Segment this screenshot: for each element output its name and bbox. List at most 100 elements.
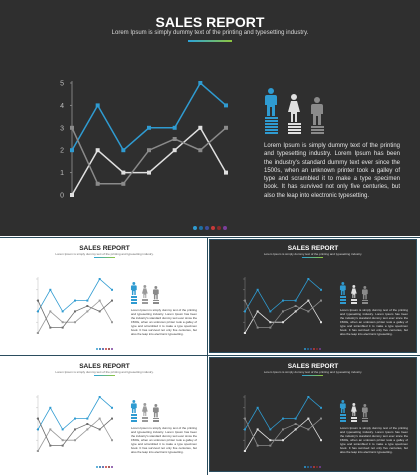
male-figure-icon <box>263 88 279 116</box>
series-line-0 <box>244 278 322 313</box>
data-point <box>244 332 246 334</box>
data-point <box>86 417 89 420</box>
y-tick-label: 2 <box>60 148 64 155</box>
data-point <box>86 305 89 307</box>
data-point <box>282 310 284 313</box>
data-point <box>256 428 259 431</box>
data-point <box>294 310 297 313</box>
figure-column <box>130 399 138 422</box>
male-figure-icon <box>361 404 369 418</box>
nav-dot <box>217 226 221 230</box>
data-point <box>282 439 284 442</box>
nav-dot <box>205 226 209 230</box>
sales-line-chart: 0 1 2 3 4 5 <box>60 80 228 199</box>
data-point <box>111 439 113 442</box>
stack-bar <box>152 419 160 421</box>
stack-bar <box>130 303 137 304</box>
title-gradient-bar <box>302 257 323 258</box>
nav-dot <box>102 348 104 350</box>
sales-line-chart <box>243 277 322 334</box>
data-point <box>49 428 52 431</box>
nav-dot <box>99 466 101 468</box>
stack-bar <box>310 132 324 134</box>
title-gradient-bar <box>188 40 232 42</box>
slide-subtitle: Lorem Ipsum is simply dummy text of the … <box>55 252 154 256</box>
nav-dot <box>108 348 110 350</box>
data-point <box>282 428 284 431</box>
male-figure-icon <box>339 399 347 413</box>
sales-line-chart <box>243 395 322 452</box>
stack-bar <box>350 421 357 422</box>
stack-bar <box>350 300 357 301</box>
figure-column <box>141 402 149 422</box>
data-point <box>307 278 310 280</box>
stack-bar <box>350 298 357 300</box>
data-point <box>320 299 322 302</box>
thumbnail-slide-dark-2[interactable]: SALES REPORT Lorem Ipsum is simply dummy… <box>209 357 417 472</box>
data-point <box>95 103 100 108</box>
slide-subtitle: Lorem Ipsum is simply dummy text of the … <box>263 252 363 256</box>
data-point <box>294 423 297 425</box>
thumbnail-slide-light-1[interactable]: SALES REPORT Lorem Ipsum is simply dummy… <box>3 239 206 353</box>
nav-dot <box>108 466 110 468</box>
data-point <box>111 406 113 409</box>
title-gradient-bar <box>94 257 115 258</box>
nav-dot <box>111 466 113 468</box>
data-point <box>282 417 284 420</box>
data-point <box>224 125 228 130</box>
data-point <box>307 396 310 398</box>
data-point <box>269 444 272 447</box>
people-figures-group <box>130 272 160 304</box>
data-point <box>294 299 297 302</box>
people-figures-group <box>339 272 369 304</box>
stack-bar <box>141 303 148 304</box>
series-line-1 <box>71 126 227 196</box>
stack-bar <box>339 297 346 298</box>
stack-bar <box>350 419 357 421</box>
nav-dot <box>313 348 315 350</box>
series-line-0 <box>71 81 227 152</box>
slide-subtitle: Lorem Ipsum is simply dummy text of the … <box>55 370 154 374</box>
series-line-1 <box>244 299 322 334</box>
stack-bar <box>350 303 357 304</box>
stack-bar <box>130 300 137 301</box>
main-slide-preview[interactable]: SALES REPORT Lorem Ipsum is simply dummy… <box>0 0 420 236</box>
y-tick-label: 4 <box>60 103 64 110</box>
data-point <box>98 417 101 420</box>
data-point <box>37 332 39 334</box>
male-figure-icon <box>130 399 138 413</box>
stack-bar <box>141 301 148 303</box>
data-point <box>74 310 76 313</box>
stack-bar <box>130 418 137 419</box>
slide-nav-dots <box>96 348 114 350</box>
data-point <box>61 444 64 447</box>
data-point <box>86 428 89 431</box>
figure-column <box>350 284 358 304</box>
data-point <box>61 326 64 329</box>
data-point <box>86 423 89 425</box>
female-figure-icon <box>141 402 149 416</box>
thumbnail-slide-dark-1[interactable]: SALES REPORT Lorem Ipsum is simply dummy… <box>209 239 417 353</box>
female-figure-icon <box>286 94 302 122</box>
data-point <box>74 321 76 324</box>
nav-dot <box>99 348 101 350</box>
stack-bar <box>141 421 148 422</box>
series-line-1 <box>37 417 113 452</box>
data-point <box>37 428 39 431</box>
stack-bar <box>339 421 346 422</box>
nav-dot <box>105 348 107 350</box>
figure-column <box>130 281 138 304</box>
series-line-0 <box>244 396 322 431</box>
data-point <box>224 103 228 108</box>
data-point <box>37 310 39 313</box>
stack-bar <box>264 117 278 119</box>
data-point <box>98 278 101 280</box>
stack-bar <box>339 416 346 418</box>
stack-bar <box>264 126 278 128</box>
nav-dot <box>307 466 309 468</box>
stack-bar <box>130 421 137 422</box>
thumbnail-slide-light-2[interactable]: SALES REPORT Lorem Ipsum is simply dummy… <box>3 357 206 472</box>
stack-bar <box>339 300 346 301</box>
series-line-1 <box>37 299 113 334</box>
